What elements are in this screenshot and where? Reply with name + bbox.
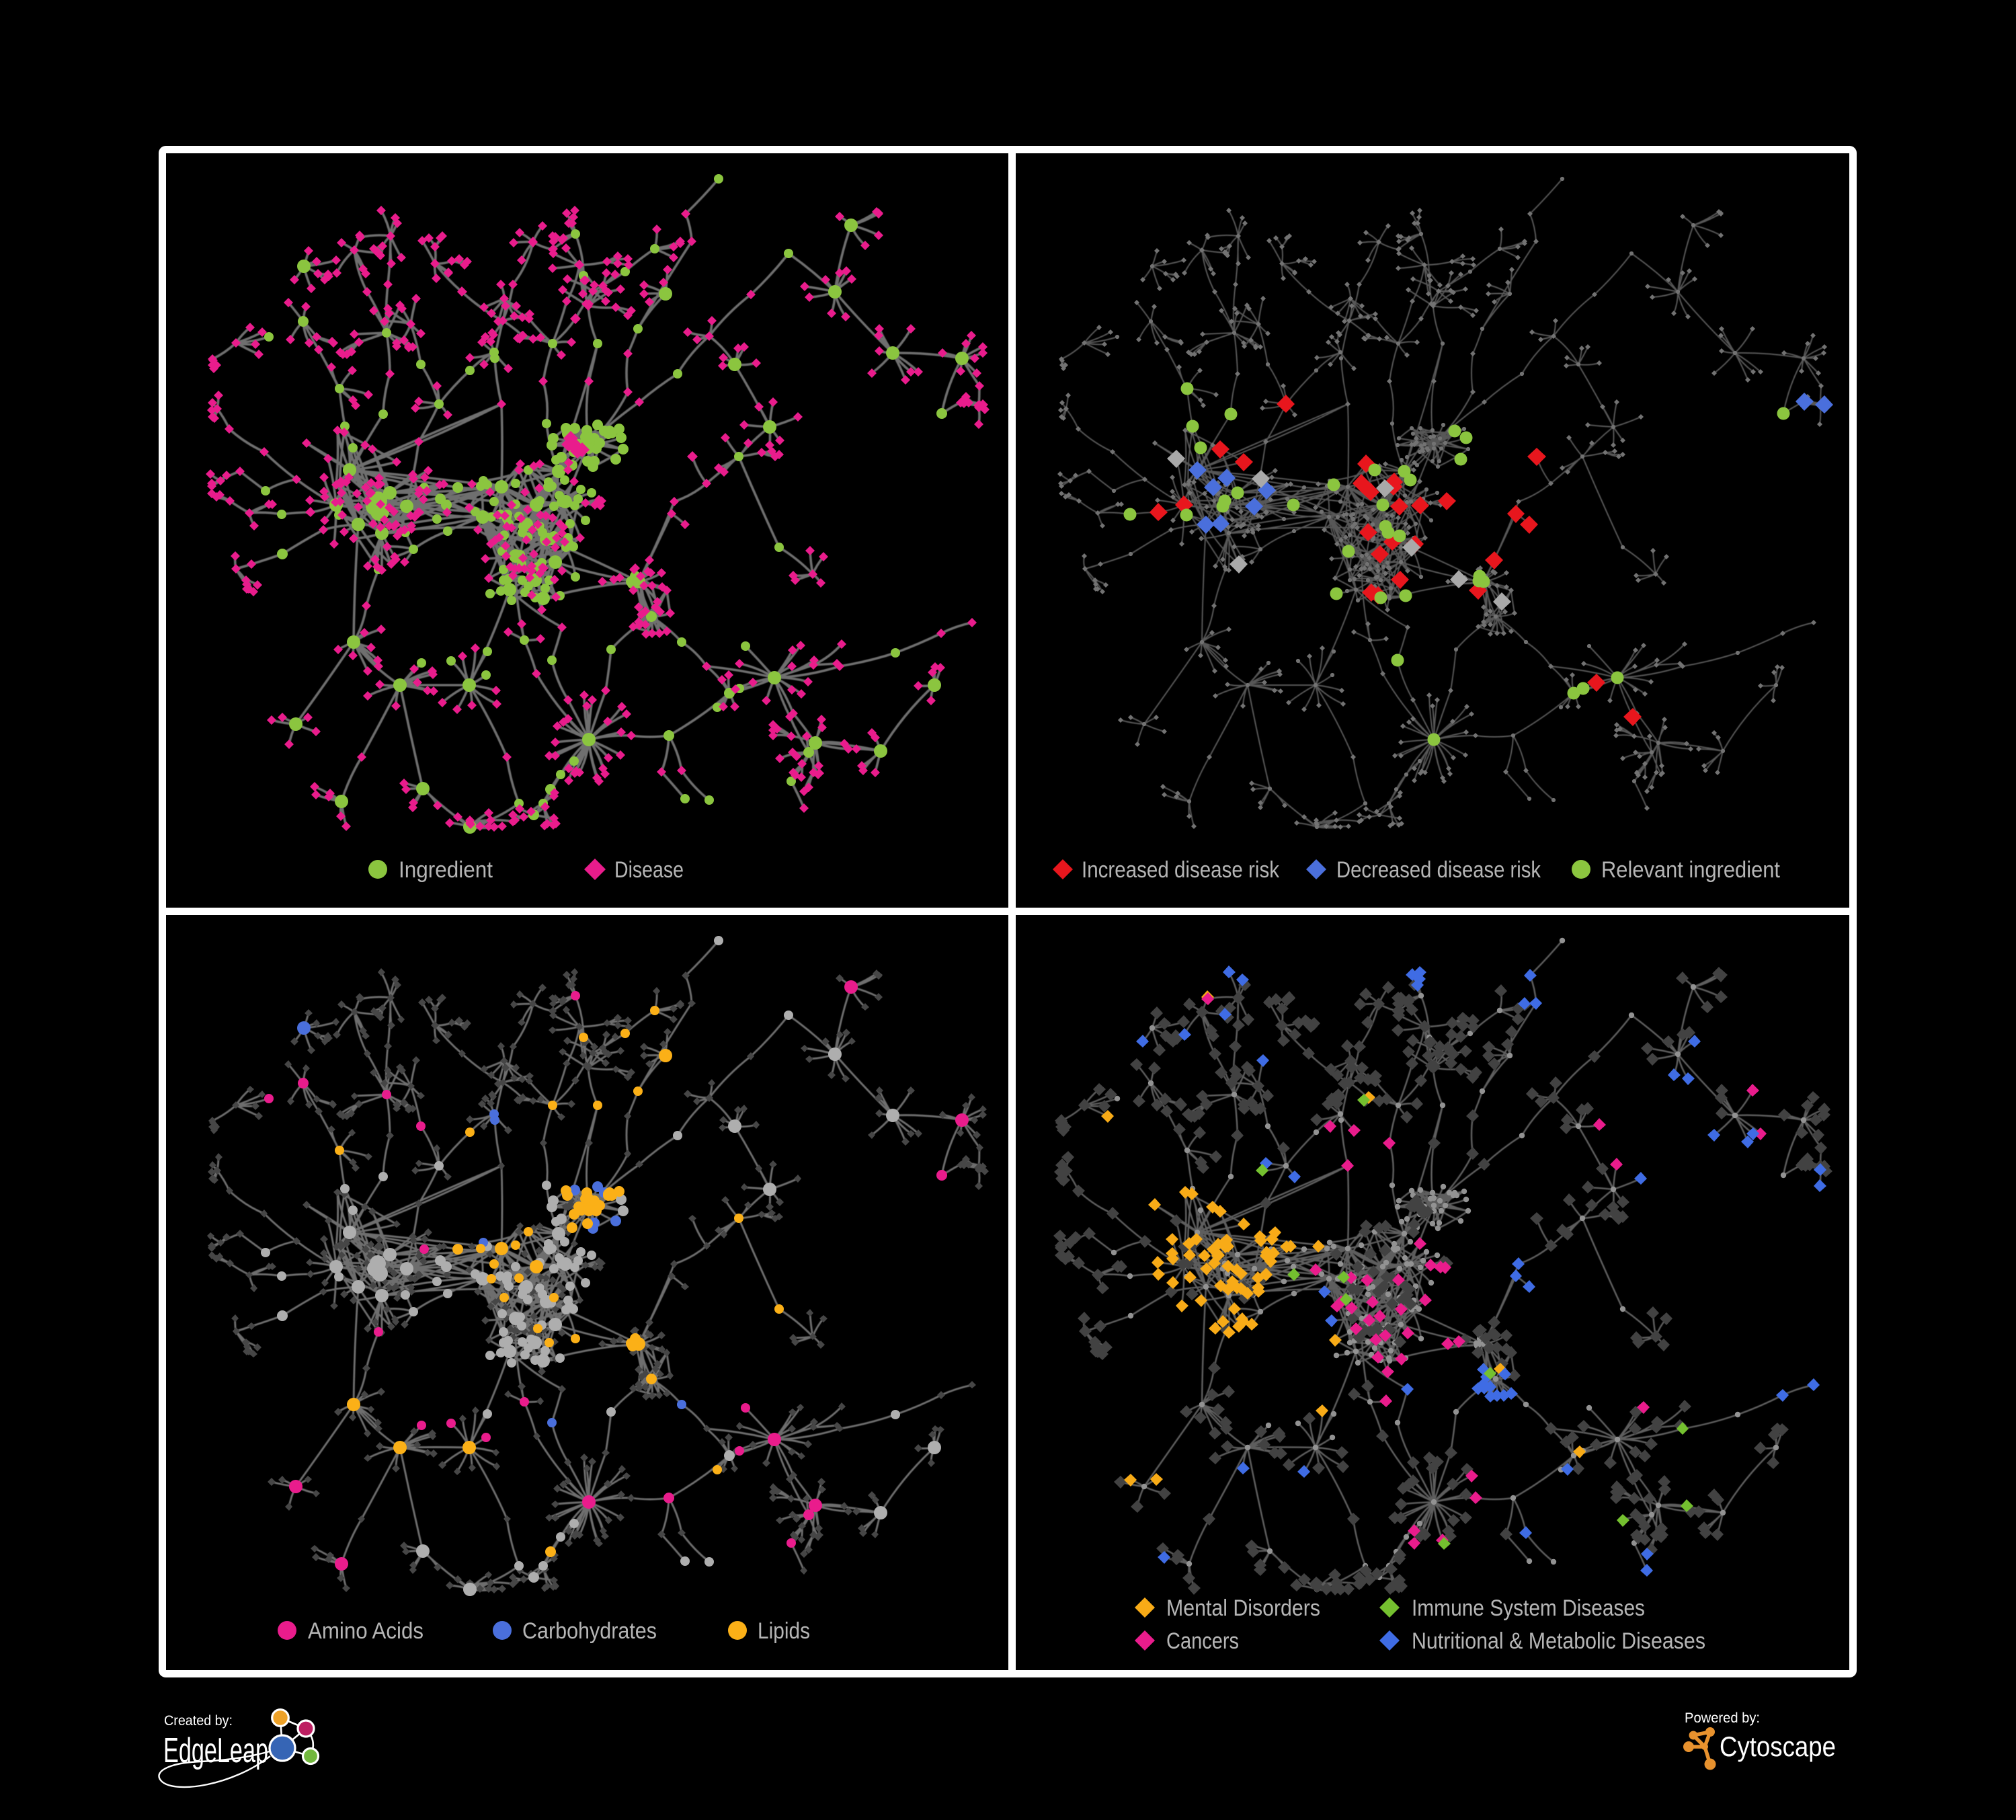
svg-text:Lipids: Lipids [758, 1618, 810, 1644]
svg-text:Cancers: Cancers [1166, 1628, 1239, 1654]
svg-text:Mental Disorders: Mental Disorders [1166, 1595, 1320, 1621]
svg-text:Cytoscape: Cytoscape [1720, 1731, 1836, 1762]
svg-text:Immune System Diseases: Immune System Diseases [1412, 1595, 1645, 1621]
svg-text:Created by:: Created by: [164, 1713, 233, 1729]
svg-text:Carbohydrates: Carbohydrates [522, 1618, 657, 1644]
svg-text:Disease: Disease [614, 857, 684, 883]
svg-text:Nutritional & Metabolic Diseas: Nutritional & Metabolic Diseases [1412, 1628, 1705, 1654]
svg-text:Increased disease risk: Increased disease risk [1082, 857, 1280, 883]
svg-text:Decreased disease risk: Decreased disease risk [1336, 857, 1541, 883]
svg-text:Amino Acids: Amino Acids [308, 1618, 424, 1644]
svg-text:Powered by:: Powered by: [1685, 1710, 1760, 1726]
svg-text:Relevant ingredient: Relevant ingredient [1601, 857, 1781, 883]
svg-text:Ingredient: Ingredient [399, 857, 493, 883]
